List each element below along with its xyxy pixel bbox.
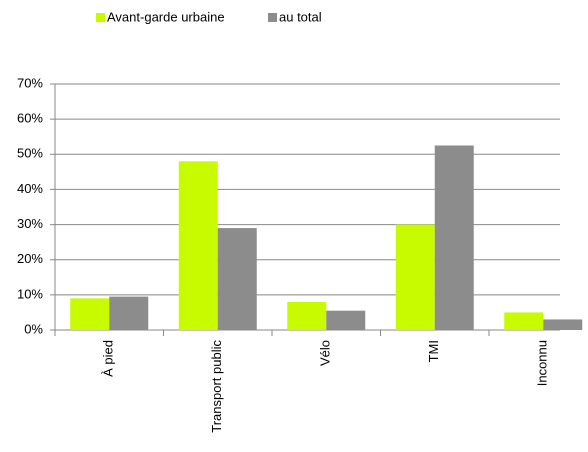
y-tick-label: 20% [17, 251, 43, 266]
bar [395, 224, 435, 330]
y-tick-label: 0% [24, 321, 43, 336]
x-tick-label: Vélo [318, 340, 333, 366]
bar [434, 145, 474, 330]
y-tick-label: 30% [17, 216, 43, 231]
y-tick-label: 40% [17, 181, 43, 196]
bar [178, 161, 218, 330]
bar [217, 228, 257, 330]
y-tick-label: 70% [17, 75, 43, 90]
bar [326, 310, 366, 330]
legend-swatch [96, 13, 105, 22]
x-tick-label: Transport public [209, 340, 224, 433]
x-tick-label: TMI [426, 340, 441, 362]
x-tick-label: Inconnu [535, 340, 550, 386]
y-tick-label: 60% [17, 111, 43, 126]
bar [70, 298, 110, 330]
legend-swatch [268, 13, 277, 22]
bar [504, 312, 544, 330]
legend-label: au total [279, 9, 322, 24]
x-tick-label: À pied [101, 340, 116, 377]
legend-label: Avant-garde urbaine [107, 9, 225, 24]
y-tick-label: 50% [17, 146, 43, 161]
bar [543, 319, 583, 330]
bar [287, 301, 327, 330]
y-tick-label: 10% [17, 286, 43, 301]
bar [109, 296, 149, 330]
